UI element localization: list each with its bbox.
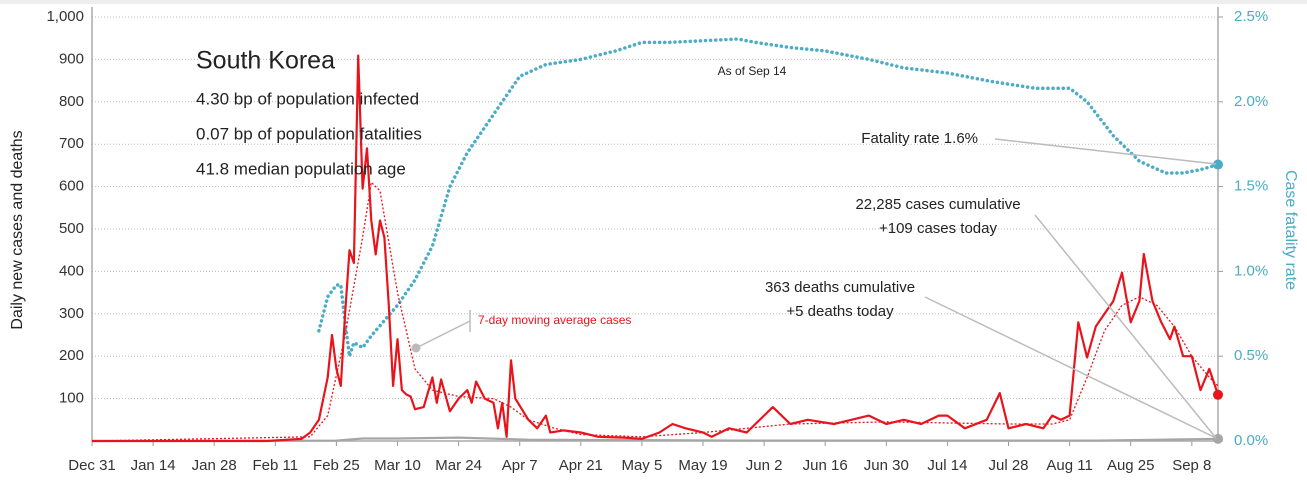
x-tick-label: Sep 8 xyxy=(1172,457,1211,474)
leader-line xyxy=(994,138,1217,165)
leader-dot xyxy=(411,343,421,353)
chart-title: South Korea xyxy=(196,47,335,75)
y2-axis-label: Case fatality rate xyxy=(1282,170,1299,290)
series-label: 7-day moving average cases xyxy=(478,313,631,327)
y2-tick-label: 1.5% xyxy=(1234,178,1268,195)
x-tick-label: Jan 14 xyxy=(131,457,176,474)
y2-tick-label: 2.0% xyxy=(1234,93,1268,110)
x-tick-label: Apr 7 xyxy=(502,457,538,474)
annotation: Fatality rate 1.6% xyxy=(861,130,978,147)
x-tick-label: May 19 xyxy=(678,457,727,474)
x-tick-label: Jun 2 xyxy=(746,457,783,474)
subtitle: 4.30 bp of population infected xyxy=(196,89,419,108)
series-line xyxy=(91,436,1219,443)
annotation: 22,285 cases cumulative xyxy=(855,196,1020,213)
x-tick-label: May 5 xyxy=(621,457,662,474)
end-marker xyxy=(1213,159,1223,170)
x-tick-label: Jun 30 xyxy=(864,457,909,474)
y-tick-label: 200 xyxy=(59,347,84,364)
annotation: 363 deaths cumulative xyxy=(765,279,915,296)
y-tick-label: 800 xyxy=(59,93,84,110)
subtitle: 0.07 bp of population fatalities xyxy=(196,124,422,143)
end-marker xyxy=(1213,389,1223,400)
leader-line xyxy=(1034,214,1217,439)
x-tick-label: Feb 25 xyxy=(313,457,360,474)
x-tick-label: Aug 25 xyxy=(1107,457,1155,474)
leader-lines xyxy=(411,138,1217,439)
x-tick-label: Jul 14 xyxy=(927,457,967,474)
y-tick-label: 700 xyxy=(59,135,84,152)
y-tick-label: 300 xyxy=(59,305,84,322)
y2-tick-label: 2.5% xyxy=(1234,8,1268,25)
leader-line xyxy=(924,296,1217,439)
x-tick-label: Jun 16 xyxy=(803,457,848,474)
x-tick-label: Aug 11 xyxy=(1046,457,1092,474)
annotation: +5 deaths today xyxy=(786,303,894,320)
y-tick-label: 100 xyxy=(59,390,84,407)
y-tick-label: 1,000 xyxy=(46,8,84,25)
subtitle: 41.8 median population age xyxy=(196,159,406,178)
x-tick-label: Jul 28 xyxy=(988,457,1028,474)
y-tick-label: 900 xyxy=(59,50,84,67)
series-line xyxy=(92,54,1220,443)
annotation: +109 cases today xyxy=(879,220,998,237)
leader-line xyxy=(415,320,471,349)
x-tick-label: Mar 24 xyxy=(435,457,482,474)
x-tick-label: Dec 31 xyxy=(68,457,116,474)
y-tick-label: 500 xyxy=(59,220,84,237)
y-tick-label: 400 xyxy=(59,262,84,279)
top-bar xyxy=(0,0,1307,4)
x-tick-label: Mar 10 xyxy=(374,457,421,474)
y-axis-label: Daily new cases and deaths xyxy=(9,130,26,329)
plot: 100 200 300 400 500 600 700 800 900 1,000 0.0% 0.5%… xyxy=(46,7,1268,474)
y-tick-label: 600 xyxy=(59,178,84,195)
y2-tick-label: 1.0% xyxy=(1234,262,1268,279)
series-line xyxy=(91,181,1219,442)
y2-tick-label: 0.0% xyxy=(1234,432,1268,449)
x-tick-label: Apr 21 xyxy=(559,457,603,474)
x-tick-label: Jan 28 xyxy=(192,457,237,474)
annotation: As of Sep 14 xyxy=(718,64,787,78)
x-tick-label: Feb 11 xyxy=(253,457,299,474)
y2-tick-label: 0.5% xyxy=(1234,347,1268,364)
series-line xyxy=(317,37,1220,358)
